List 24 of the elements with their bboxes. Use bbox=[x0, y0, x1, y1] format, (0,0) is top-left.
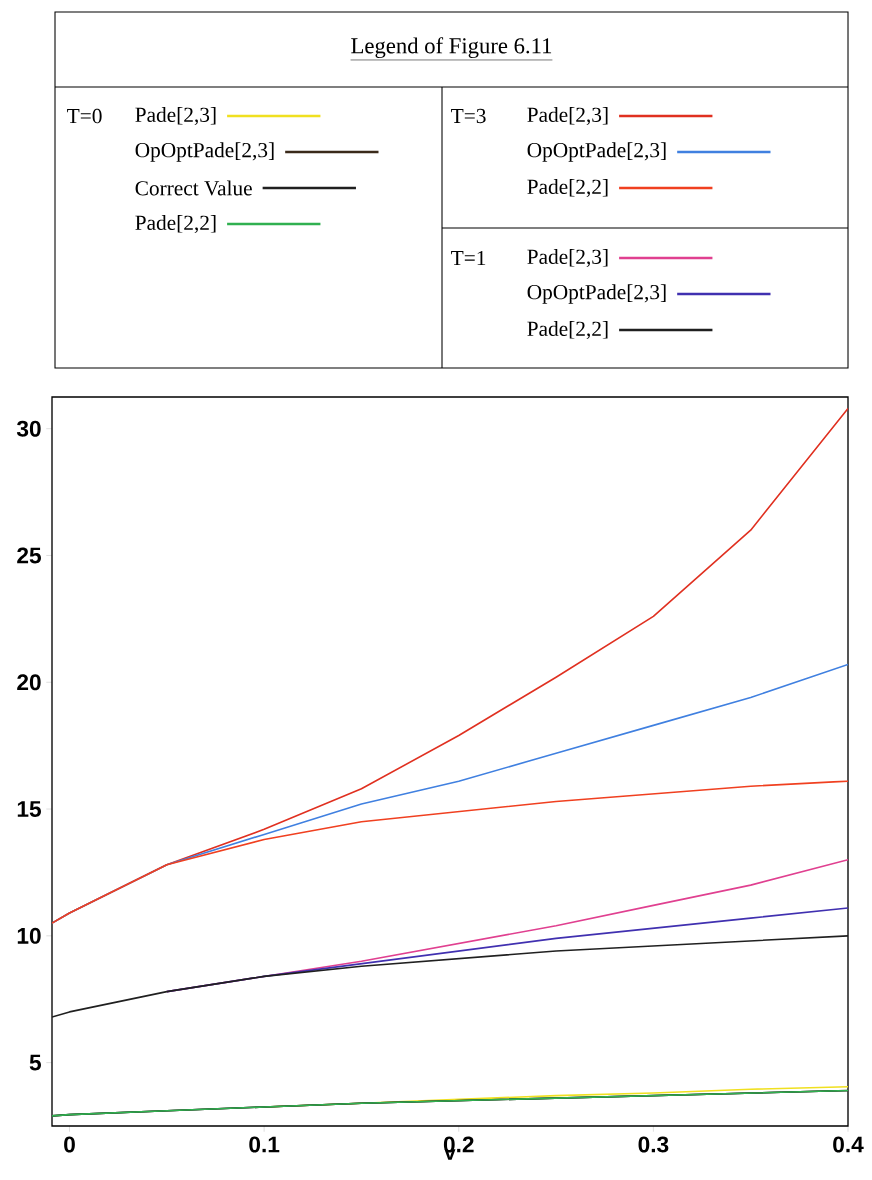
legend-label: Pade[2,2] bbox=[527, 320, 608, 340]
text: T=0 bbox=[67, 108, 102, 124]
y-tick-label: 10 bbox=[17, 927, 41, 944]
legend-label: Pade[2,3] bbox=[527, 248, 608, 268]
legend-label: Pade[2,3] bbox=[527, 106, 608, 126]
x-tick-label: 0.4 bbox=[833, 1136, 864, 1153]
text: T=1 bbox=[451, 250, 486, 266]
legend-label: OpOptPade[2,3] bbox=[527, 142, 666, 162]
legend-label: OpOptPade[2,3] bbox=[527, 284, 666, 304]
legend-label: Pade[2,2] bbox=[135, 214, 216, 234]
x-tick-label: 0 bbox=[64, 1136, 75, 1153]
text: T=3 bbox=[451, 108, 486, 124]
legend-label: Pade[2,2] bbox=[527, 178, 608, 198]
legend-label: OpOptPade[2,3] bbox=[135, 142, 274, 162]
x-tick-label: 0.1 bbox=[249, 1136, 280, 1153]
legend-title: Legend of Figure 6.11 bbox=[351, 37, 552, 59]
x-tick-label: 0.3 bbox=[638, 1136, 669, 1153]
y-tick-label: 5 bbox=[29, 1054, 41, 1071]
y-tick-label: 30 bbox=[16, 420, 41, 437]
legend-label: Pade[2,3] bbox=[135, 106, 216, 126]
y-tick-label: 25 bbox=[17, 547, 41, 564]
y-tick-label: 15 bbox=[17, 801, 41, 817]
legend-label: Correct Value bbox=[135, 180, 252, 196]
y-tick-label: 20 bbox=[17, 674, 41, 691]
